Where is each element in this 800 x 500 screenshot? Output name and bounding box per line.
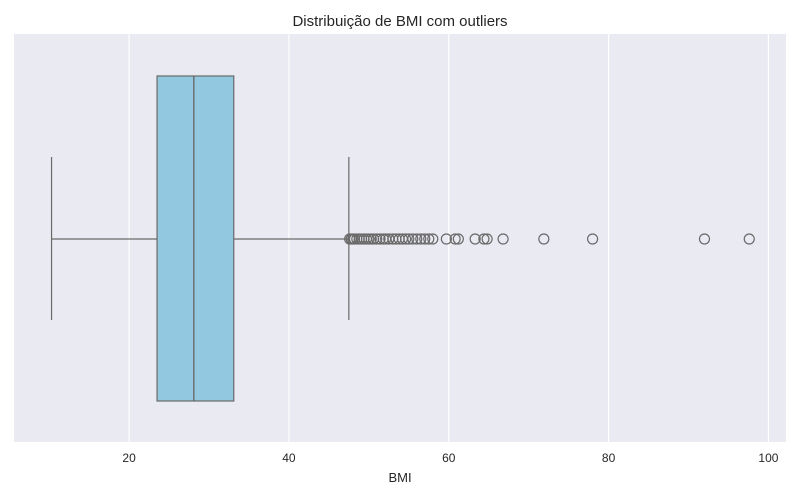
outlier-point (403, 233, 415, 245)
outlier-point (427, 233, 439, 245)
outlier-point (415, 233, 427, 245)
plot-area (14, 34, 786, 442)
outlier-point (698, 233, 711, 245)
outlier-point (399, 233, 412, 245)
outlier-point (411, 233, 423, 245)
outlier-point (440, 233, 452, 245)
outlier-point (497, 233, 509, 245)
outlier-point (407, 233, 419, 245)
x-tick-label: 60 (442, 451, 456, 465)
x-tick-label: 100 (758, 451, 778, 465)
outlier-point (423, 233, 435, 245)
chart-title: Distribuição de BMI com outliers (292, 13, 507, 30)
outlier-point (478, 233, 490, 245)
x-tick-label: 20 (122, 451, 136, 465)
outlier-point (743, 233, 755, 245)
outlier-point (469, 233, 481, 245)
outlier-point (587, 233, 599, 245)
outliers (344, 233, 755, 245)
outlier-point (371, 233, 383, 245)
outlier-point (374, 233, 386, 245)
x-tick-label: 80 (602, 451, 616, 465)
box-plot (50, 75, 350, 402)
outlier-point (452, 233, 464, 245)
x-axis-ticks: 20 40 60 80 100 (122, 451, 778, 465)
outlier-point (481, 233, 493, 245)
iqr-box (156, 75, 235, 402)
outlier-point (449, 233, 461, 245)
x-tick-label: 40 (282, 451, 296, 465)
grid-lines (128, 34, 770, 442)
outlier-point (419, 233, 431, 245)
outlier-point (538, 233, 550, 245)
x-axis-label: BMI (388, 470, 411, 485)
